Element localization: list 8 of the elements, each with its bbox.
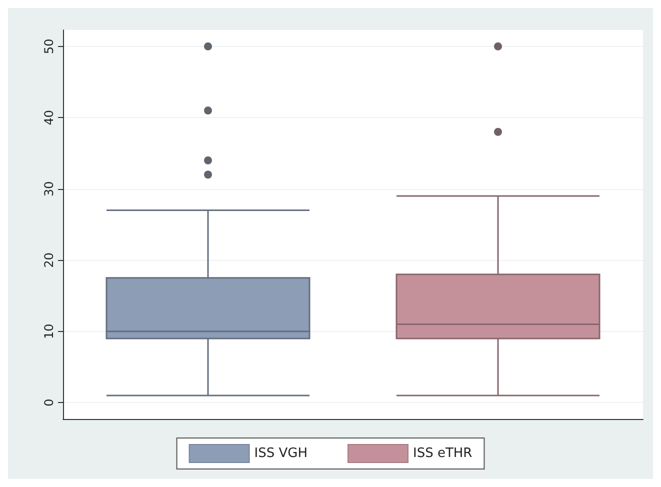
y-tick-label: 0 bbox=[42, 398, 56, 406]
legend-label: ISS VGH bbox=[254, 446, 308, 461]
legend-label: ISS eTHR bbox=[413, 446, 472, 461]
y-tick-label: 10 bbox=[42, 324, 56, 340]
y-tick-label: 30 bbox=[42, 181, 56, 197]
y-tick-label: 50 bbox=[42, 38, 56, 54]
y-tick-label: 20 bbox=[42, 252, 56, 268]
y-tick-label: 40 bbox=[42, 110, 56, 126]
